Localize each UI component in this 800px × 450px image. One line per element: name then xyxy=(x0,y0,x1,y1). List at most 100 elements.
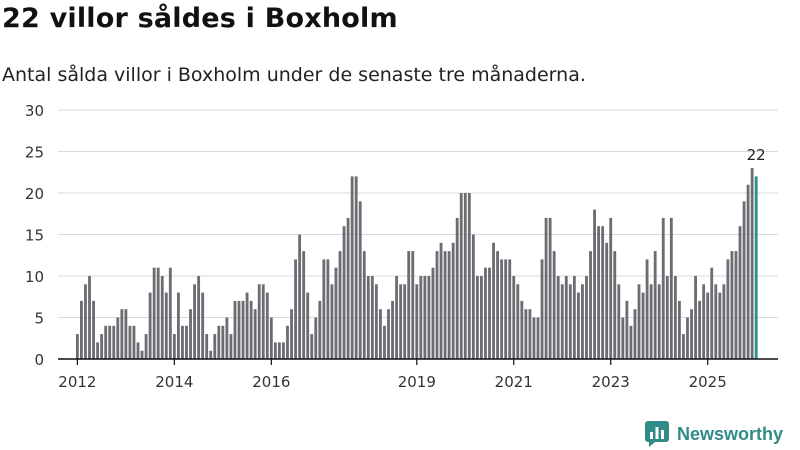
bar xyxy=(629,325,633,359)
bar xyxy=(552,251,556,359)
bar xyxy=(387,309,390,359)
bar xyxy=(176,292,180,359)
bar xyxy=(75,334,79,359)
bar xyxy=(350,176,354,359)
bar xyxy=(484,267,487,359)
bar xyxy=(451,242,455,359)
bar xyxy=(399,284,403,359)
bar xyxy=(92,300,95,359)
bar xyxy=(330,284,334,359)
bar xyxy=(294,259,297,359)
bar xyxy=(144,334,148,359)
bar xyxy=(443,251,447,359)
bar xyxy=(322,259,326,359)
x-tick-label: 2012 xyxy=(58,373,96,391)
bar xyxy=(528,309,532,359)
bar xyxy=(617,284,621,359)
bar xyxy=(467,193,471,359)
bar xyxy=(641,292,645,359)
bar xyxy=(504,259,508,359)
bar xyxy=(669,217,673,359)
bar xyxy=(548,217,552,359)
bar xyxy=(661,217,665,359)
bar xyxy=(633,309,637,359)
bar xyxy=(112,325,116,359)
bar xyxy=(682,334,685,359)
bar xyxy=(447,251,451,359)
bar xyxy=(439,242,443,359)
bar xyxy=(576,292,580,359)
bar xyxy=(572,276,576,359)
bar xyxy=(423,276,427,359)
bar xyxy=(702,284,706,359)
bar xyxy=(560,284,564,359)
bar xyxy=(362,251,366,359)
bar xyxy=(653,251,657,359)
newsworthy-logo-icon xyxy=(645,421,669,447)
y-tick-label: 20 xyxy=(25,185,44,203)
bar xyxy=(407,251,411,359)
bar xyxy=(261,284,265,359)
bar xyxy=(201,292,205,359)
bar xyxy=(455,217,459,359)
bar xyxy=(88,276,91,359)
bar xyxy=(306,292,310,359)
bar xyxy=(718,292,722,359)
bar xyxy=(205,334,209,359)
bar xyxy=(370,276,374,359)
bar xyxy=(358,201,362,359)
brand-logo[interactable]: Newsworthy xyxy=(645,420,783,448)
bar xyxy=(694,276,697,359)
bar xyxy=(253,309,257,359)
bar xyxy=(734,251,738,359)
bar xyxy=(257,284,261,359)
bar xyxy=(213,334,217,359)
bar xyxy=(508,259,512,359)
bar xyxy=(471,234,475,359)
bar xyxy=(282,342,285,359)
bar xyxy=(746,184,750,359)
bar xyxy=(677,300,681,359)
bar xyxy=(100,334,104,359)
bar xyxy=(124,309,128,359)
bar xyxy=(269,317,273,359)
bar xyxy=(217,325,221,359)
bar xyxy=(136,342,140,359)
bar xyxy=(621,317,625,359)
bar xyxy=(601,226,605,359)
x-tick-label: 2014 xyxy=(155,373,193,391)
chart-title: 22 villor såldes i Boxholm xyxy=(2,3,398,34)
bar xyxy=(564,276,568,359)
bar xyxy=(229,334,233,359)
bar xyxy=(512,276,516,359)
bar xyxy=(108,325,112,359)
bar xyxy=(645,259,649,359)
bar xyxy=(197,276,201,359)
bar xyxy=(544,217,548,359)
bar xyxy=(714,284,718,359)
x-tick-label: 2025 xyxy=(689,373,727,391)
bar xyxy=(500,259,504,359)
bar xyxy=(249,300,253,359)
bar xyxy=(459,193,463,359)
bar xyxy=(750,168,754,359)
bar xyxy=(520,300,524,359)
bar xyxy=(532,317,536,359)
bar xyxy=(391,300,394,359)
bar xyxy=(318,300,322,359)
bar xyxy=(310,334,314,359)
bar xyxy=(96,342,100,359)
x-tick-label: 2019 xyxy=(398,373,436,391)
bar xyxy=(556,276,560,359)
bar xyxy=(427,276,431,359)
bar xyxy=(148,292,152,359)
bar xyxy=(156,267,160,359)
bar xyxy=(189,309,192,359)
bar xyxy=(116,317,120,359)
bar xyxy=(585,276,588,359)
bar xyxy=(706,292,710,359)
bar xyxy=(185,325,188,359)
bar xyxy=(225,317,229,359)
bar xyxy=(302,251,306,359)
bar xyxy=(314,317,318,359)
